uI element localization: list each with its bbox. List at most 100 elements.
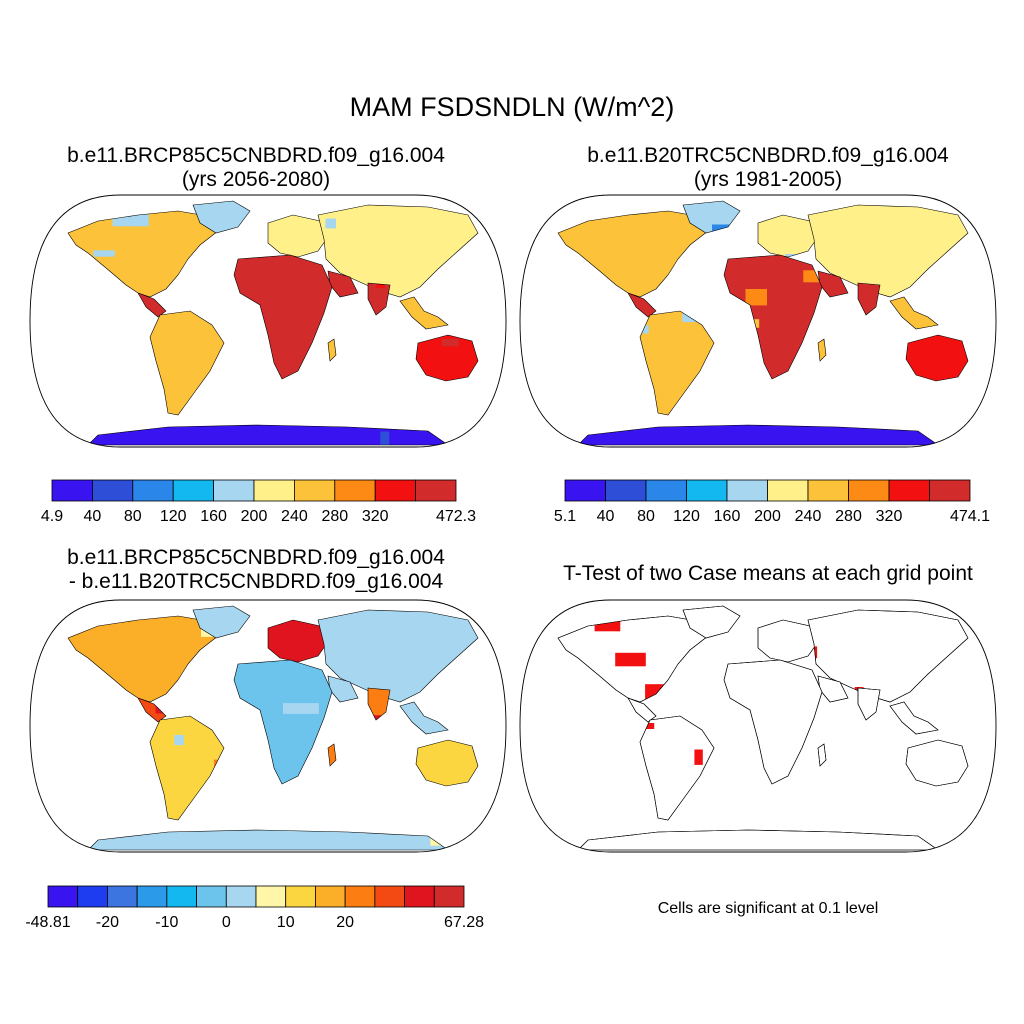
- colorbar-case2: 5.1 40 80 120 160 200 240 280 320 474.1: [554, 479, 990, 525]
- landmass-greenland: [193, 201, 250, 233]
- landmass-southAmerica: [150, 311, 224, 415]
- landmass-seAsia: [400, 702, 448, 734]
- colorbar-swatch: [686, 479, 728, 502]
- landmass-centralAmerica: [138, 293, 166, 317]
- landmass-southAmerica: [150, 716, 224, 820]
- colorbar-swatch: [293, 479, 336, 502]
- colorbar-swatch: [136, 885, 168, 908]
- colorbar-swatch: [807, 479, 849, 502]
- colorbar-swatch: [253, 479, 295, 502]
- colorbar-swatch: [213, 479, 255, 502]
- map-frame: [29, 599, 507, 853]
- colorbar-tick-label: 240: [281, 508, 308, 525]
- colorbar-swatch: [47, 885, 79, 908]
- colorbar-swatch: [315, 885, 346, 908]
- panel-title-case1: b.e11.BRCP85C5CNBDRD.f09_g16.004 (yrs 20…: [0, 144, 512, 192]
- colorbar-swatch: [196, 885, 227, 908]
- landmass-madagascar: [328, 744, 336, 766]
- panel-title-difference-line1: b.e11.BRCP85C5CNBDRD.f09_g16.004: [67, 546, 445, 569]
- colorbar-swatch: [929, 479, 971, 502]
- colorbar-swatch: [605, 479, 647, 502]
- landmass-india: [368, 688, 390, 720]
- colorbar-swatch: [107, 885, 138, 908]
- colorbar-swatch: [166, 885, 197, 908]
- landmass-australia: [416, 335, 478, 381]
- colorbar-tick-label: 40: [597, 508, 615, 525]
- landmass-northAmerica: [558, 211, 708, 297]
- colorbar-tick-label: -48.81: [25, 914, 70, 931]
- significance-note: Cells are significant at 0.1 level: [657, 900, 879, 917]
- panel-title-case1-line2: (yrs 2056-2080): [181, 168, 331, 191]
- colorbar-tick-label: 200: [241, 508, 268, 525]
- colorbar-tick-label: 320: [876, 508, 903, 525]
- landmass-arabia: [328, 676, 358, 702]
- panel-title-ttest: T-Test of two Case means at each grid po…: [512, 562, 1024, 586]
- panel-title-difference: b.e11.BRCP85C5CNBDRD.f09_g16.004 - b.e11…: [0, 546, 512, 594]
- landmass-centralAmerica: [138, 698, 166, 722]
- colorbar-tick-label: 5.1: [554, 508, 576, 525]
- landmass-africa: [234, 255, 332, 379]
- colorbar-tick-label: 160: [714, 508, 741, 525]
- map-case1: [29, 194, 507, 448]
- landmass-centralAmerica: [627, 697, 657, 723]
- colorbar-swatch: [344, 885, 376, 908]
- landmass-arabia: [818, 271, 848, 297]
- landmass-australia: [906, 335, 968, 381]
- panel-title-case2-line2: (yrs 1981-2005): [693, 168, 843, 191]
- map-frame: [519, 194, 997, 448]
- landmass-africa: [724, 255, 822, 379]
- colorbar-swatch: [433, 885, 465, 908]
- colorbar-tick-label: 120: [160, 508, 187, 525]
- map-difference: [29, 599, 507, 853]
- colorbar-swatch: [374, 885, 405, 908]
- landmass-australia: [416, 740, 478, 786]
- colorbar-swatch: [415, 479, 457, 502]
- colorbar-swatch: [374, 479, 417, 502]
- colorbar-tick-label: 120: [673, 508, 700, 525]
- landmass-seAsia: [889, 701, 939, 735]
- colorbar-difference: -48.81 -20 -10 0 10 20 67.28: [25, 885, 484, 931]
- colorbar-swatch: [404, 885, 435, 908]
- landmass-southAmerica: [640, 311, 714, 415]
- landmass-asia: [318, 610, 478, 702]
- landmass-greenland: [193, 606, 250, 638]
- colorbar-tick-label: 280: [835, 508, 862, 525]
- landmass-seAsia: [400, 297, 448, 329]
- landmass-antarctica: [88, 425, 448, 445]
- colorbar-tick-label: 4.9: [41, 508, 63, 525]
- colorbar-tick-label: -20: [96, 914, 119, 931]
- landmass-madagascar: [818, 339, 826, 361]
- landmass-europe: [758, 215, 818, 257]
- colorbar-tick-label: 280: [321, 508, 348, 525]
- colorbar-tick-label: 20: [336, 914, 354, 931]
- landmass-asia: [318, 205, 478, 297]
- colorbar-tick-label: 472.3: [436, 508, 476, 525]
- figure-title: MAM FSDSNDLN (W/m^2): [349, 92, 675, 122]
- colorbar-tick-label: 474.1: [950, 508, 990, 525]
- landmass-india: [368, 283, 390, 315]
- colorbar-tick-label: 80: [637, 508, 655, 525]
- panel-title-difference-line2: - b.e11.B20TRC5CNBDRD.f09_g16.004: [68, 570, 444, 593]
- colorbar-tick-label: 160: [200, 508, 227, 525]
- colorbar-tick-label: 10: [277, 914, 295, 931]
- colorbar-swatch: [285, 885, 316, 908]
- map-ttest: [519, 599, 997, 853]
- colorbar-tick-label: 200: [754, 508, 781, 525]
- landmass-europe: [268, 620, 328, 662]
- landmass-northAmerica: [68, 616, 218, 702]
- colorbar-swatch: [888, 479, 930, 502]
- colorbar-swatch: [334, 479, 376, 502]
- map-case2: [519, 194, 997, 448]
- landmass-centralAmerica: [628, 293, 656, 317]
- panel-title-case2: b.e11.B20TRC5CNBDRD.f09_g16.004 (yrs 198…: [512, 144, 1024, 192]
- map-frame: [519, 599, 997, 853]
- panel-title-case1-line1: b.e11.BRCP85C5CNBDRD.f09_g16.004: [67, 144, 445, 167]
- colorbar-tick-label: 80: [124, 508, 142, 525]
- colorbar-swatch: [645, 479, 687, 502]
- colorbar-swatch: [132, 479, 174, 502]
- colorbar-swatch: [726, 479, 768, 502]
- landmass-antarctica: [88, 830, 448, 850]
- landmass-india: [858, 283, 880, 315]
- landmass-asia: [808, 205, 968, 297]
- landmass-europe: [268, 215, 328, 257]
